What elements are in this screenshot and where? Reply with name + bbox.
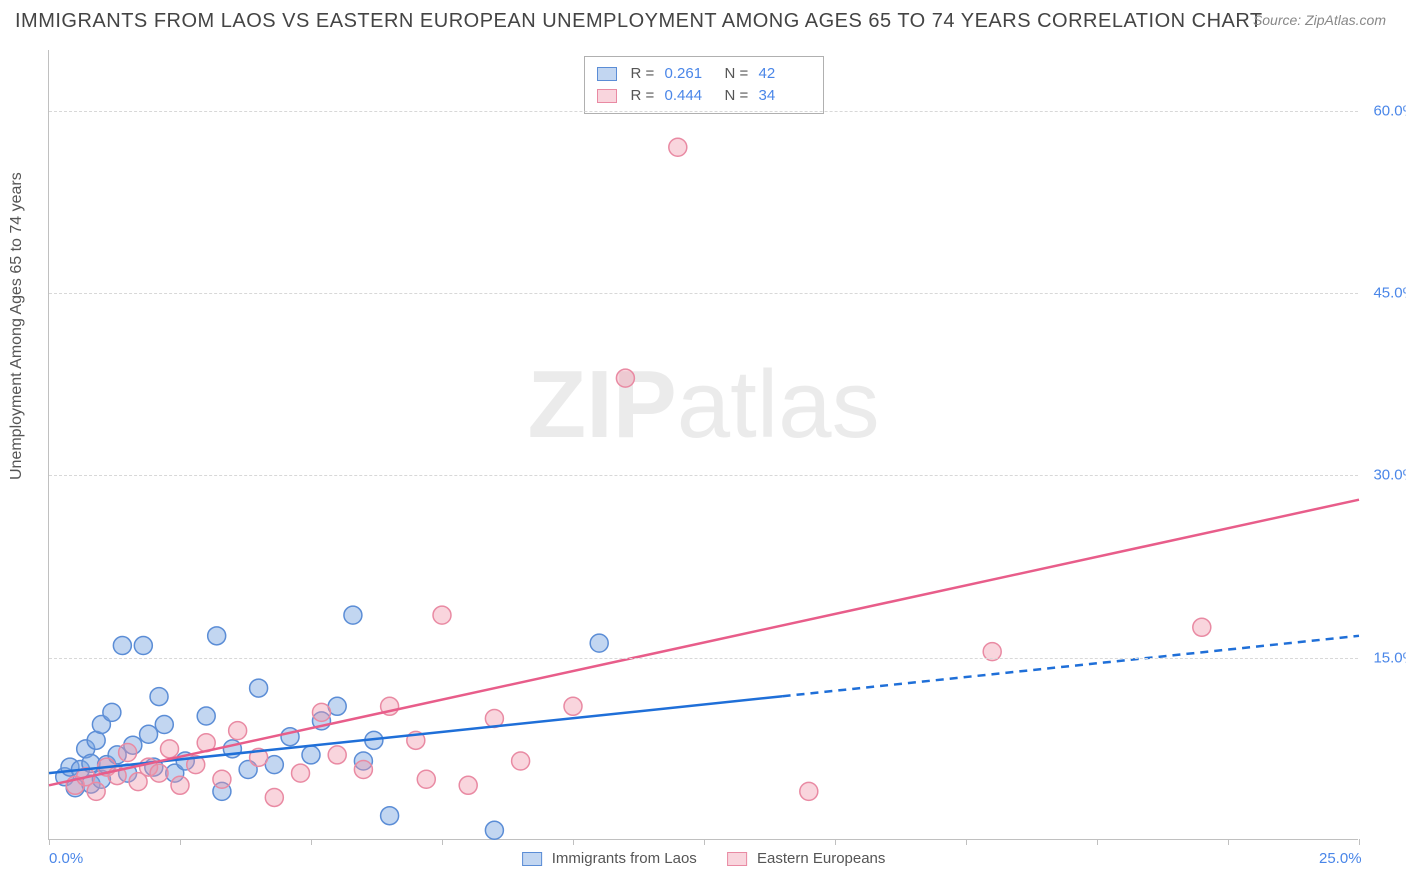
x-tick [573,839,574,845]
data-point [328,746,346,764]
n-value-0: 42 [759,63,811,85]
data-point [417,770,435,788]
y-tick-label: 15.0% [1373,649,1406,666]
plot-area: ZIPatlas R = 0.261 N = 42 R = 0.444 N = … [48,50,1358,840]
data-point [161,740,179,758]
data-point [459,776,477,794]
r-label-0: R = [631,63,657,85]
data-point [140,725,158,743]
chart-title: IMMIGRANTS FROM LAOS VS EASTERN EUROPEAN… [15,10,1263,33]
data-point [213,770,231,788]
data-point [564,697,582,715]
data-point [119,743,137,761]
data-point [302,746,320,764]
data-point [354,761,372,779]
x-tick [1359,839,1360,845]
x-tick-label: 25.0% [1319,850,1362,867]
data-point [171,776,189,794]
data-point [250,679,268,697]
y-axis-label: Unemployment Among Ages 65 to 74 years [8,172,26,480]
legend-swatch-laos [597,67,617,81]
data-point [150,688,168,706]
x-tick [442,839,443,845]
x-tick [1097,839,1098,845]
xlegend-item-laos: Immigrants from Laos [522,850,697,867]
data-point [512,752,530,770]
data-point [669,138,687,156]
gridline-h [49,111,1358,112]
gridline-h [49,475,1358,476]
x-tick [180,839,181,845]
data-point [800,782,818,800]
n-value-1: 34 [759,85,811,107]
data-point [433,606,451,624]
xlegend-item-eastern: Eastern Europeans [727,850,886,867]
data-point [616,369,634,387]
regression-line-dashed [783,636,1359,696]
n-label-0: N = [725,63,751,85]
data-point [265,788,283,806]
legend-swatch-eastern [597,89,617,103]
legend-row-0: R = 0.261 N = 42 [597,63,811,85]
data-point [87,782,105,800]
x-tick [835,839,836,845]
x-tick [704,839,705,845]
data-point [208,627,226,645]
y-tick-label: 60.0% [1373,102,1406,119]
data-point [344,606,362,624]
r-value-1: 0.444 [665,85,717,107]
data-point [292,764,310,782]
data-point [155,716,173,734]
data-point [381,807,399,825]
data-point [103,703,121,721]
x-legend: Immigrants from Laos Eastern Europeans [522,850,886,867]
n-label-1: N = [725,85,751,107]
gridline-h [49,293,1358,294]
regression-line [49,500,1359,786]
data-point [229,722,247,740]
x-tick [966,839,967,845]
r-value-0: 0.261 [665,63,717,85]
legend-row-1: R = 0.444 N = 34 [597,85,811,107]
data-point [150,764,168,782]
xlegend-swatch-laos [522,852,542,866]
chart-svg [49,50,1358,839]
data-point [134,637,152,655]
data-point [113,637,131,655]
xlegend-swatch-eastern [727,852,747,866]
data-point [197,707,215,725]
r-label-1: R = [631,85,657,107]
xlegend-label-eastern: Eastern Europeans [757,850,885,867]
y-tick-label: 45.0% [1373,285,1406,302]
data-point [485,821,503,839]
correlation-legend-box: R = 0.261 N = 42 R = 0.444 N = 34 [584,56,824,114]
source-label: Source: ZipAtlas.com [1253,12,1386,28]
x-tick-label: 0.0% [49,850,83,867]
data-point [590,634,608,652]
x-tick [1228,839,1229,845]
y-tick-label: 30.0% [1373,467,1406,484]
data-point [1193,618,1211,636]
x-tick [49,839,50,845]
xlegend-label-laos: Immigrants from Laos [552,850,697,867]
x-tick [311,839,312,845]
chart-container: IMMIGRANTS FROM LAOS VS EASTERN EUROPEAN… [0,0,1406,892]
data-point [312,703,330,721]
gridline-h [49,658,1358,659]
